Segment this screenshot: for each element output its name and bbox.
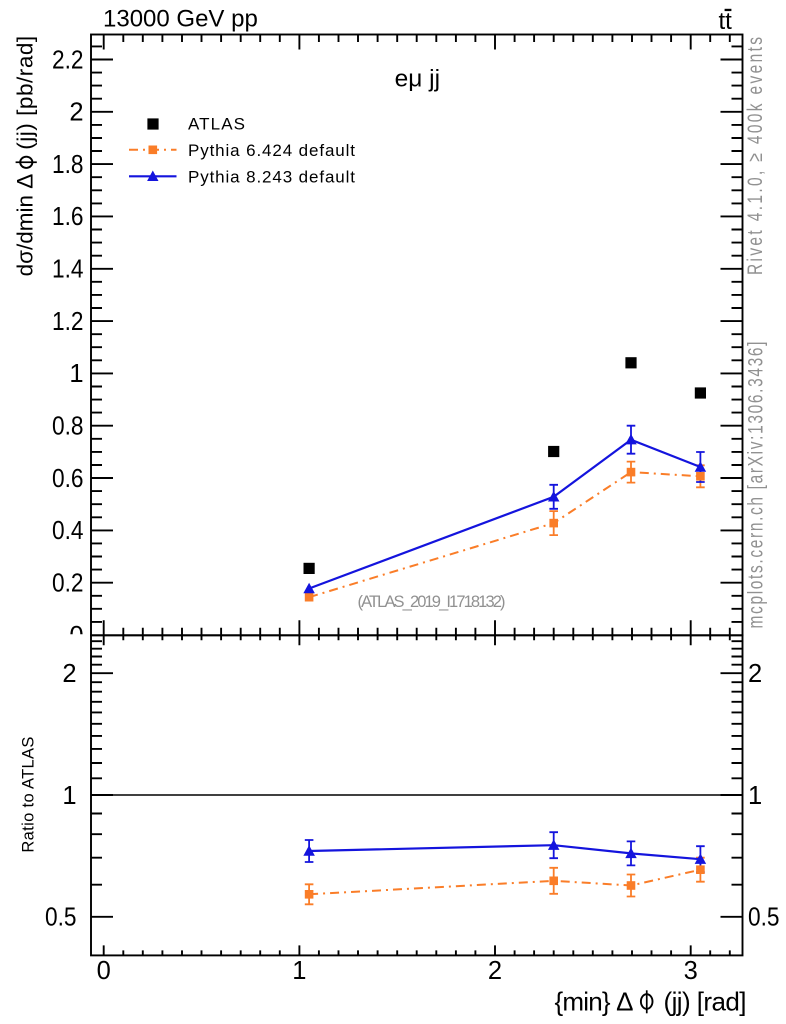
- svg-text:Rivet 4.1.0, ≥ 400k events: Rivet 4.1.0, ≥ 400k events: [743, 37, 767, 275]
- svg-text:0.8: 0.8: [52, 413, 84, 441]
- svg-text:ATLAS: ATLAS: [188, 114, 245, 133]
- svg-text:1.6: 1.6: [52, 203, 84, 231]
- svg-text:eμ jj: eμ jj: [395, 66, 440, 93]
- svg-text:{min} Δ: {min} Δ: [555, 986, 634, 1016]
- svg-text:2: 2: [488, 957, 502, 985]
- svg-text:1: 1: [748, 782, 762, 810]
- svg-text:Pythia 8.243 default: Pythia 8.243 default: [188, 167, 355, 186]
- svg-text:1: 1: [62, 782, 76, 810]
- svg-text:1.4: 1.4: [52, 256, 84, 284]
- svg-text:Pythia 6.424 default: Pythia 6.424 default: [188, 141, 355, 160]
- svg-text:1: 1: [69, 360, 83, 388]
- svg-text:(jj) [pb/rad]: (jj) [pb/rad]: [13, 36, 38, 150]
- svg-text:dσ/dmin Δ: dσ/dmin Δ: [13, 174, 38, 277]
- svg-text:(ATLAS_2019_I1718132): (ATLAS_2019_I1718132): [358, 593, 506, 611]
- svg-text:0: 0: [97, 957, 111, 985]
- svg-text:0.2: 0.2: [52, 570, 84, 598]
- svg-text:2: 2: [748, 660, 762, 688]
- svg-text:13000 GeV pp: 13000 GeV pp: [103, 6, 258, 33]
- svg-text:0: 0: [69, 622, 83, 650]
- svg-text:2.2: 2.2: [52, 46, 84, 74]
- svg-text:0.5: 0.5: [45, 904, 77, 932]
- svg-text:3: 3: [684, 957, 698, 985]
- svg-text:mcplots.cern.ch [arXiv:1306.34: mcplots.cern.ch [arXiv:1306.3436]: [743, 341, 767, 628]
- svg-text:0.6: 0.6: [52, 465, 84, 493]
- svg-text:2: 2: [62, 660, 76, 688]
- svg-text:0.4: 0.4: [52, 517, 84, 545]
- svg-text:1.8: 1.8: [52, 151, 84, 179]
- svg-text:0.5: 0.5: [748, 904, 780, 932]
- svg-text:1: 1: [292, 957, 306, 985]
- svg-text:1.2: 1.2: [52, 308, 84, 336]
- svg-text:2: 2: [69, 99, 83, 127]
- svg-text:(jj) [rad]: (jj) [rad]: [664, 986, 747, 1016]
- svg-text:Ratio to ATLAS: Ratio to ATLAS: [20, 737, 38, 853]
- svg-text:tt: tt: [719, 8, 733, 35]
